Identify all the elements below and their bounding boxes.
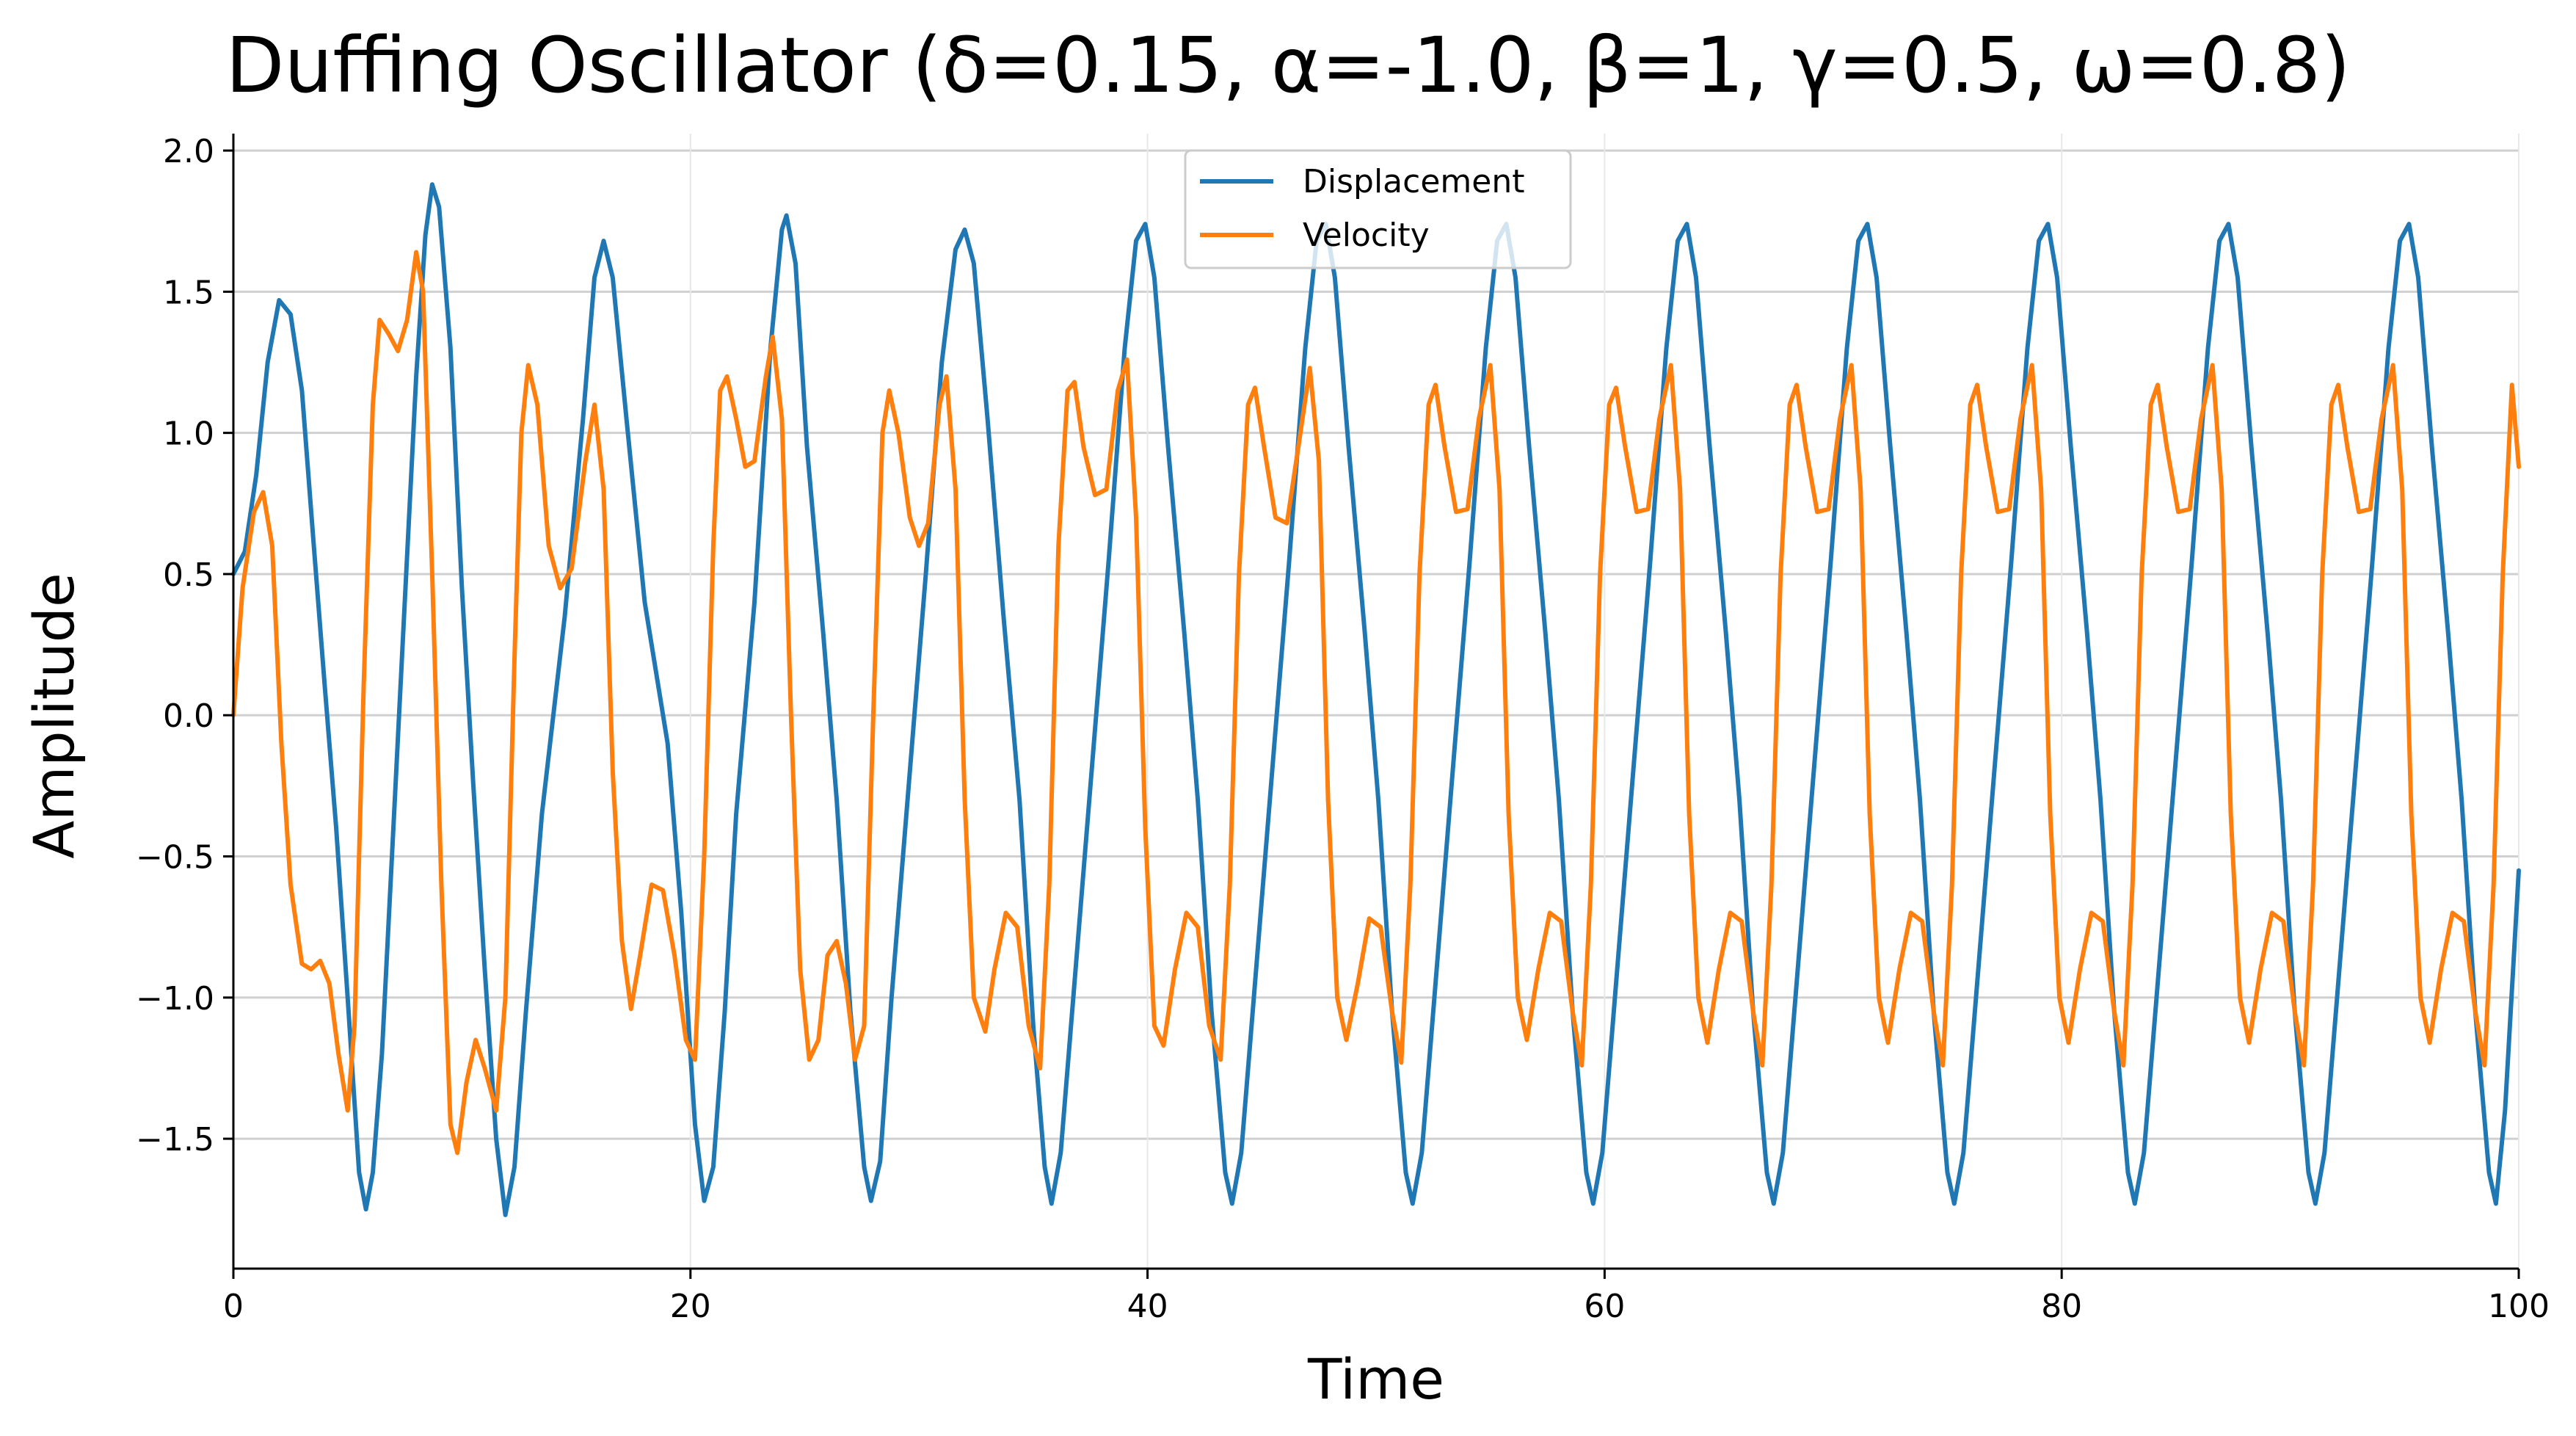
y-tick-label: 1.0 xyxy=(163,416,214,453)
x-tick-label: 80 xyxy=(2041,1288,2082,1325)
plot-area xyxy=(231,182,2521,1217)
legend-label-displacement: Displacement xyxy=(1303,163,1524,200)
axes xyxy=(232,134,2519,1270)
x-tick-label: 40 xyxy=(1127,1288,1168,1325)
y-tick-label: −0.5 xyxy=(136,839,214,877)
legend-label-velocity: Velocity xyxy=(1303,217,1430,254)
y-tick-label: −1.0 xyxy=(136,980,214,1018)
chart-title: Duffing Oscillator (δ=0.15, α=-1.0, β=1,… xyxy=(225,21,2350,110)
series-line-velocity xyxy=(231,250,2521,1156)
legend-box xyxy=(1184,149,1572,269)
y-axis-label: Amplitude xyxy=(21,573,87,858)
series-line-displacement xyxy=(231,182,2521,1217)
x-ticks: 0 20 40 60 80 100 xyxy=(223,1269,2550,1325)
legend: Displacement Velocity xyxy=(1184,149,1572,269)
y-ticks: −1.5 −1.0 −0.5 0.0 0.5 1.0 1.5 2.0 xyxy=(136,133,233,1158)
x-tick-label: 0 xyxy=(223,1288,244,1325)
x-tick-label: 20 xyxy=(670,1288,711,1325)
y-tick-label: −1.5 xyxy=(136,1121,214,1158)
y-tick-label: 2.0 xyxy=(163,133,214,170)
x-tick-label: 100 xyxy=(2488,1288,2550,1325)
y-tick-label: 1.5 xyxy=(163,274,214,311)
y-tick-label: 0.0 xyxy=(163,697,214,735)
x-axis-label: Time xyxy=(1307,1346,1444,1412)
x-tick-label: 60 xyxy=(1584,1288,1625,1325)
y-tick-label: 0.5 xyxy=(163,556,214,594)
